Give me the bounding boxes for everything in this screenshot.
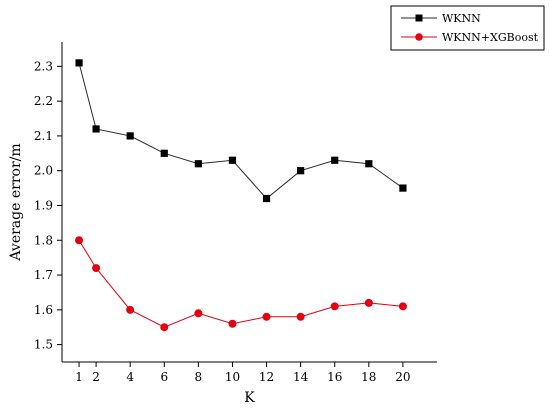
y-tick-label: 1.5 <box>34 338 53 352</box>
data-point-wknn-xgboost <box>398 302 407 311</box>
y-tick-label: 2.0 <box>34 164 53 178</box>
data-point-wknn <box>331 156 339 164</box>
data-point-wknn-xgboost <box>194 309 203 318</box>
x-tick-label: 20 <box>395 370 410 384</box>
data-point-wknn-xgboost <box>160 323 169 332</box>
data-point-wknn-xgboost <box>228 319 237 328</box>
legend-label-wknn-xgboost: WKNN+XGBoost <box>442 31 539 44</box>
legend-item-wknn: WKNN <box>401 12 481 25</box>
data-point-wknn-xgboost <box>262 312 271 321</box>
data-point-wknn-xgboost <box>92 264 101 273</box>
y-tick-label: 1.6 <box>34 303 53 317</box>
data-point-wknn-xgboost <box>126 305 135 314</box>
legend-label-wknn: WKNN <box>442 12 481 25</box>
data-point-wknn <box>365 160 373 168</box>
x-tick-label: 2 <box>92 370 100 384</box>
legend-marker-wknn <box>415 14 423 22</box>
x-tick-label: 16 <box>327 370 342 384</box>
data-point-wknn <box>160 149 168 157</box>
data-point-wknn-xgboost <box>296 312 305 321</box>
x-tick-label: 1 <box>75 370 83 384</box>
series-line-wknn <box>78 62 404 200</box>
data-point-wknn-xgboost <box>364 298 373 307</box>
y-axis: 1.5 1.6 1.7 1.8 1.9 2.0 2.1 2.2 2.3 <box>34 59 62 352</box>
y-tick-label: 1.7 <box>34 268 53 282</box>
series-wknn <box>75 59 407 203</box>
x-tick-label: 18 <box>361 370 376 384</box>
x-tick-label: 14 <box>293 370 309 384</box>
data-point-wknn <box>126 132 134 140</box>
y-tick-label: 2.2 <box>34 94 53 108</box>
y-tick-label: 1.9 <box>34 198 53 212</box>
legend-box <box>390 5 545 51</box>
series-layer <box>75 59 407 332</box>
legend-item-wknn-xgboost: WKNN+XGBoost <box>401 31 539 44</box>
data-point-wknn <box>399 184 407 192</box>
data-point-wknn <box>262 194 271 203</box>
x-axis-title: K <box>244 390 255 406</box>
series-wknn-xgboost <box>75 236 407 332</box>
y-tick-label: 2.1 <box>34 129 53 143</box>
legend-marker-wknn-xgboost <box>415 33 423 41</box>
series-line-wknn-xgboost <box>78 239 403 328</box>
x-tick-label: 4 <box>126 370 134 384</box>
x-tick-label: 10 <box>225 370 240 384</box>
y-axis-title: Average error/m <box>8 143 24 261</box>
x-tick-label: 6 <box>160 370 168 384</box>
data-point-wknn <box>92 125 100 133</box>
plot-frame <box>61 42 437 363</box>
y-tick-label: 2.3 <box>34 59 53 73</box>
x-axis: 1 2 4 6 8 10 12 14 16 18 20 <box>75 362 411 384</box>
y-tick-label: 1.8 <box>34 233 53 247</box>
data-point-wknn <box>194 160 202 168</box>
data-point-wknn <box>297 167 305 175</box>
legend: WKNN WKNN+XGBoost <box>390 5 545 51</box>
data-point-wknn-xgboost <box>75 236 84 245</box>
x-tick-label: 12 <box>259 370 274 384</box>
x-tick-label: 8 <box>195 370 203 384</box>
data-point-wknn <box>75 59 83 67</box>
data-point-wknn-xgboost <box>330 302 339 311</box>
data-point-wknn <box>228 156 237 164</box>
